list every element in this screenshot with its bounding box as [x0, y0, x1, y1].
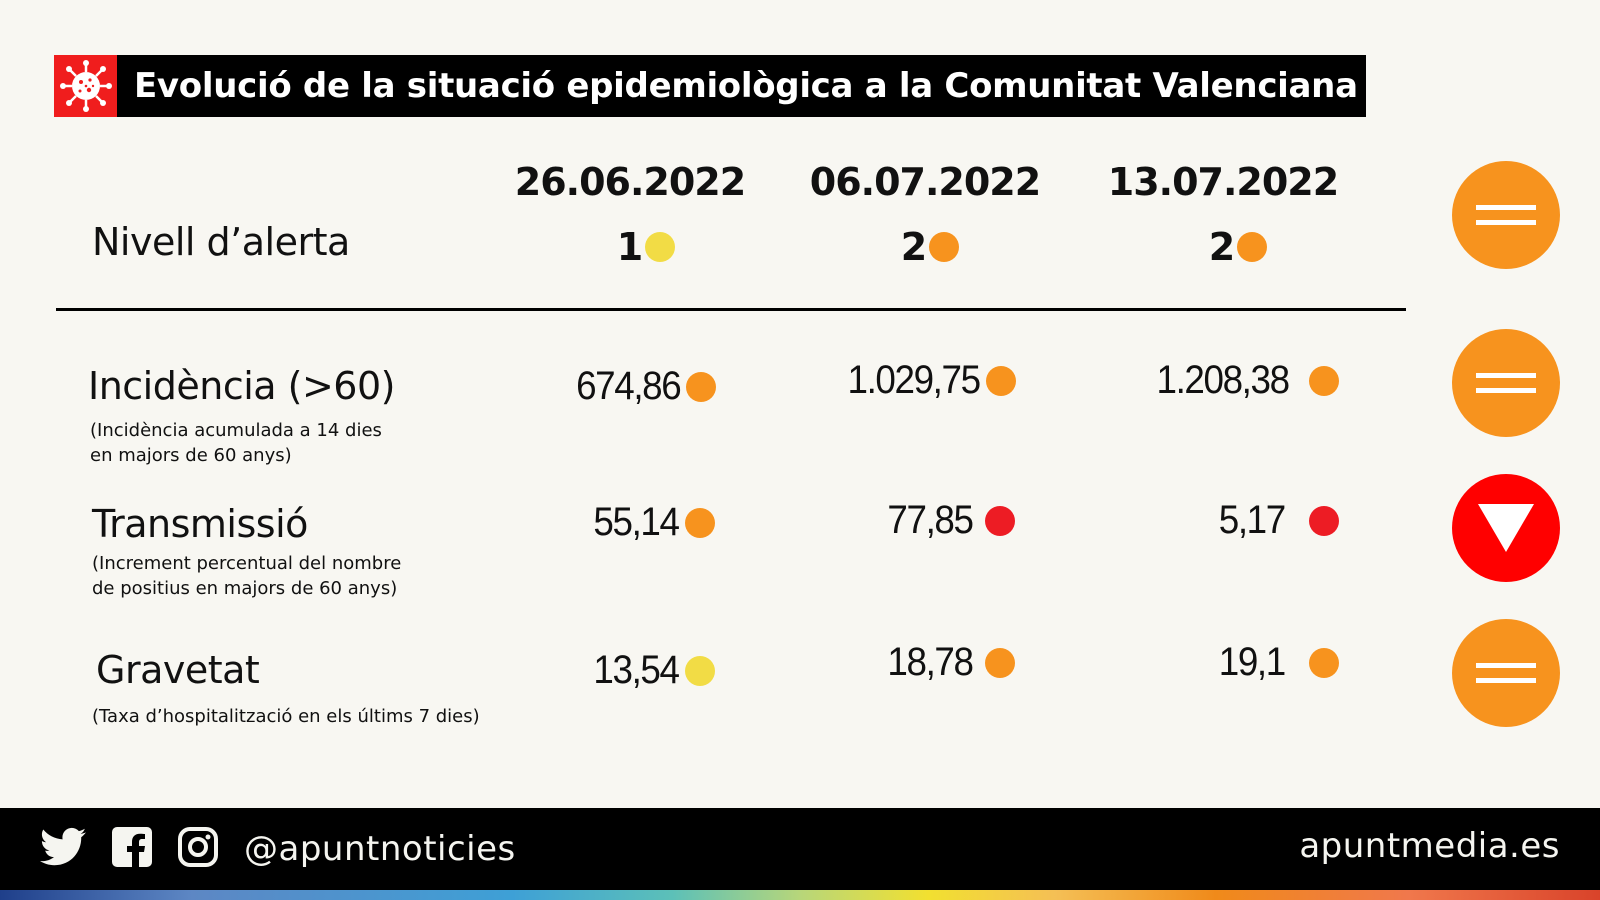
instagram-icon[interactable] [178, 827, 218, 871]
alert-level-label: Nivell d’alerta [92, 220, 350, 264]
alert-level-2: 2 [800, 225, 1060, 269]
status-dot-orange-icon [1309, 365, 1339, 396]
alert-level-1: 1 [516, 225, 776, 269]
value-number: 5,17 [1218, 498, 1286, 542]
column-date-3: 13.07.2022 [1107, 160, 1339, 204]
twitter-icon[interactable] [40, 827, 86, 871]
alert-level-value: 2 [1208, 225, 1236, 269]
trend-down-triangle-icon [1452, 474, 1560, 582]
alert-level-value: 1 [616, 225, 644, 269]
value-cell: 13,54 [415, 648, 715, 693]
page-title: Evolució de la situació epidemiològica a… [134, 66, 1358, 106]
sublabel-line: (Increment percentual del nombre [92, 553, 402, 574]
alert-level-value: 2 [900, 225, 928, 269]
status-dot-orange-icon [686, 371, 716, 402]
sublabel-line: (Taxa d’hospitalització en els últims 7 … [92, 706, 480, 727]
value-number: 18,78 [887, 640, 975, 684]
sublabel-line: (Incidència acumulada a 14 dies [90, 420, 382, 441]
status-dot-red-icon [985, 505, 1015, 536]
row-label-gravetat: Gravetat [96, 648, 260, 692]
value-cell: 1.029,75 [716, 358, 1016, 403]
status-dot-orange-icon [1309, 647, 1339, 678]
status-dot-red-icon [1309, 505, 1339, 536]
value-cell: 77,85 [715, 498, 1015, 543]
status-dot-orange-icon [929, 232, 960, 262]
alert-trend-equals-icon [1452, 161, 1560, 269]
trend-equals-icon [1452, 329, 1560, 437]
status-dot-orange-icon [1237, 232, 1268, 262]
title-bar: Evolució de la situació epidemiològica a… [54, 55, 1366, 117]
status-dot-yellow-icon [685, 655, 715, 686]
website-link[interactable]: apuntmedia.es [1299, 826, 1560, 866]
value-number: 77,85 [887, 498, 975, 542]
value-number: 13,54 [593, 648, 681, 692]
value-number: 55,14 [593, 500, 681, 544]
status-dot-orange-icon [685, 507, 715, 538]
column-date-1: 26.06.2022 [514, 160, 746, 204]
value-cell: 55,14 [415, 500, 715, 545]
value-number: 1.208,38 [1156, 358, 1291, 402]
value-number: 674,86 [575, 364, 682, 408]
value-number: 19,1 [1218, 640, 1286, 684]
divider [56, 308, 1406, 311]
value-cell: 674,86 [416, 364, 716, 409]
rainbow-stripe [0, 890, 1600, 900]
value-cell: 18,78 [715, 640, 1015, 685]
row-label-incidencia: Incidència (>60) [88, 364, 395, 408]
value-cell: 1.208,38 [1039, 358, 1339, 403]
footer: @apuntnoticies apuntmedia.es [0, 808, 1600, 890]
status-dot-orange-icon [985, 647, 1015, 678]
row-label-transmissio: Transmissió [92, 502, 308, 546]
sublabel-line: de positius en majors de 60 anys) [92, 578, 398, 599]
column-date-2: 06.07.2022 [809, 160, 1041, 204]
virus-icon [54, 55, 117, 117]
row-sublabel-incidencia: (Incidència acumulada a 14 dies en major… [90, 418, 382, 468]
facebook-icon[interactable] [112, 827, 152, 871]
value-cell: 19,1 [1039, 640, 1339, 685]
value-number: 1.029,75 [847, 358, 982, 402]
sublabel-line: en majors de 60 anys) [90, 445, 292, 466]
value-cell: 5,17 [1039, 498, 1339, 543]
row-sublabel-gravetat: (Taxa d’hospitalització en els últims 7 … [92, 704, 480, 729]
status-dot-orange-icon [986, 365, 1016, 396]
social-links: @apuntnoticies [40, 827, 516, 871]
social-handle[interactable]: @apuntnoticies [244, 829, 516, 869]
trend-equals-icon [1452, 619, 1560, 727]
alert-level-3: 2 [1108, 225, 1368, 269]
status-dot-yellow-icon [645, 232, 676, 262]
row-sublabel-transmissio: (Increment percentual del nombre de posi… [92, 551, 401, 601]
